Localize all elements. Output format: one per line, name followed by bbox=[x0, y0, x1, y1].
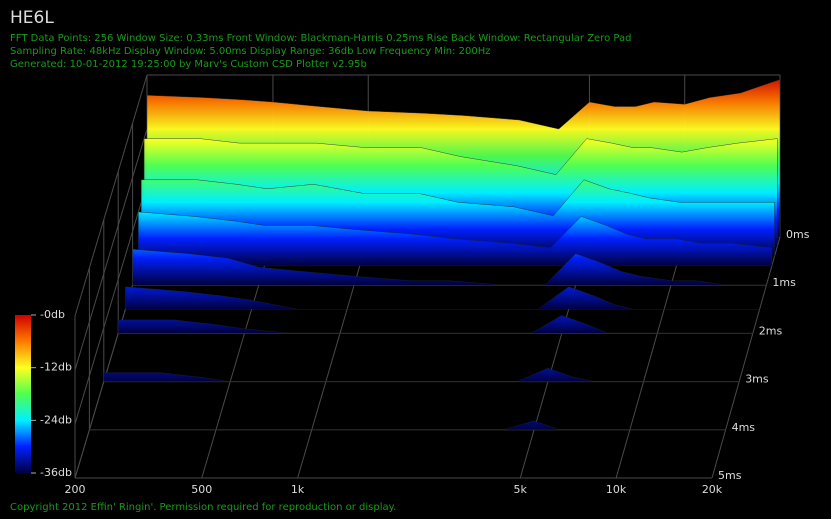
colorbar-label: -0db bbox=[40, 308, 65, 321]
grid-line bbox=[74, 74, 148, 317]
decay-slice bbox=[132, 248, 767, 286]
time-tick-label: 2ms bbox=[759, 324, 783, 337]
info-line: Sampling Rate: 48kHz Display Window: 5.0… bbox=[10, 46, 491, 57]
footer: Copyright 2012 Effin' Ringin'. Permissio… bbox=[10, 502, 396, 513]
colorbar bbox=[15, 315, 31, 473]
grid-line bbox=[74, 182, 148, 425]
colorbar-label: -24db bbox=[40, 413, 72, 426]
decay-slice bbox=[117, 315, 753, 334]
time-tick-label: 0ms bbox=[786, 228, 810, 241]
decay-slice bbox=[89, 420, 726, 430]
grid-line bbox=[615, 236, 686, 479]
info-line: FFT Data Points: 256 Window Size: 0.33ms… bbox=[10, 33, 631, 44]
time-tick-label: 4ms bbox=[732, 421, 756, 434]
x-tick-label: 200 bbox=[65, 483, 86, 496]
time-tick-label: 5ms bbox=[718, 469, 742, 482]
grid-line bbox=[74, 128, 148, 371]
x-tick-label: 1k bbox=[291, 483, 305, 496]
x-tick-label: 10k bbox=[606, 483, 627, 496]
time-tick-label: 1ms bbox=[772, 276, 796, 289]
x-tick-label: 500 bbox=[191, 483, 212, 496]
colorbar-label: -12db bbox=[40, 361, 72, 374]
decay-slice bbox=[125, 286, 760, 310]
decay-slice bbox=[103, 367, 740, 382]
decay-slice bbox=[138, 211, 773, 267]
time-tick-label: 3ms bbox=[745, 373, 769, 386]
info-line: Generated: 10-01-2012 19:25:00 by Marv's… bbox=[10, 59, 367, 70]
x-tick-label: 5k bbox=[514, 483, 528, 496]
chart-title: HE6L bbox=[10, 8, 54, 28]
grid-line bbox=[711, 236, 781, 479]
x-tick-label: 20k bbox=[702, 483, 723, 496]
colorbar-label: -36db bbox=[40, 466, 72, 479]
